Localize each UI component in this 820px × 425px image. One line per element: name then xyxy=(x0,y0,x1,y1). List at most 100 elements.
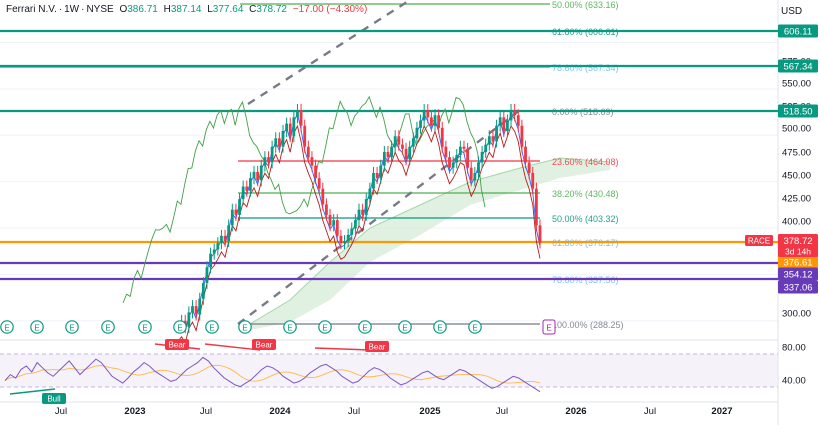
candle-body xyxy=(516,115,520,126)
candle-body xyxy=(205,267,209,284)
candle-body xyxy=(328,214,332,226)
candle-body xyxy=(477,162,480,173)
earnings-event-circle xyxy=(238,320,252,334)
candle-body xyxy=(256,171,260,181)
high-value: 387.14 xyxy=(170,4,202,15)
divergence-badge[interactable]: Bull xyxy=(42,393,66,404)
rsi-band xyxy=(0,354,778,387)
earnings-event-icon[interactable]: E xyxy=(30,320,44,334)
candle-body xyxy=(209,253,212,268)
earnings-event-icon[interactable]: E xyxy=(0,320,14,334)
divergence-badge[interactable]: Bear xyxy=(165,339,189,350)
time-axis-label: Jul xyxy=(348,406,360,417)
earnings-event-circle xyxy=(101,320,115,334)
price-axis-tick: 300.00 xyxy=(782,309,811,320)
price-level-badge[interactable]: 337.06 xyxy=(778,280,818,294)
candle-body xyxy=(325,204,328,215)
candle-body xyxy=(288,123,292,137)
candle-body xyxy=(419,120,422,128)
earnings-event-glyph: E xyxy=(4,324,9,333)
earnings-event-glyph: E xyxy=(209,324,214,333)
candle-body xyxy=(375,172,379,179)
time-axis-label: 2023 xyxy=(124,406,145,417)
candle-body xyxy=(390,146,393,158)
price-level-badge[interactable]: 567.34 xyxy=(778,59,818,73)
earnings-event-glyph: E xyxy=(437,324,442,333)
candle-body xyxy=(440,127,444,147)
divergence-line xyxy=(9,388,56,395)
candle-body xyxy=(538,225,542,243)
divergence-badge-bg xyxy=(42,393,66,404)
earnings-event-icon[interactable]: E xyxy=(138,320,152,334)
fib-level-label: 50.00% (403.32) xyxy=(552,214,619,224)
candle-body xyxy=(346,234,350,242)
candle-body xyxy=(241,186,245,200)
earnings-event-icon[interactable]: E xyxy=(173,320,187,334)
earnings-event-glyph: E xyxy=(322,324,327,333)
candle-body xyxy=(234,209,238,215)
candle-body xyxy=(430,117,433,126)
race-tag-label: RACE xyxy=(748,237,770,246)
candle-body xyxy=(484,144,488,152)
earnings-event-icon[interactable]: E xyxy=(398,320,412,334)
earnings-event-circle xyxy=(138,320,152,334)
candle-body xyxy=(259,165,263,181)
divergence-badge[interactable]: Bear xyxy=(365,341,389,352)
divergence-badge-label: Bear xyxy=(369,343,386,352)
price-level-badge[interactable]: 376.61 xyxy=(778,255,818,269)
divergence-badge[interactable]: Bear xyxy=(252,339,276,350)
price-level-badge-text: 354.12 xyxy=(783,270,812,281)
candle-body xyxy=(267,157,270,163)
fib-level-label: 23.60% (464.08) xyxy=(552,157,619,167)
trend-line-upper[interactable] xyxy=(247,0,411,106)
earnings-event-icon[interactable]: E xyxy=(433,320,447,334)
price-level-badge[interactable]: 354.12 xyxy=(778,267,818,281)
divergence-line xyxy=(314,347,371,351)
candle-body xyxy=(252,171,256,179)
candle-body xyxy=(520,125,524,147)
earnings-event-circle xyxy=(318,320,332,334)
price-level-badge[interactable]: 606.11 xyxy=(778,24,818,38)
candle-body xyxy=(314,165,317,179)
race-symbol-tag[interactable]: RACE xyxy=(745,235,773,246)
symbol-name[interactable]: Ferrari N.V. xyxy=(6,4,57,15)
race-tag-bg xyxy=(745,235,773,246)
earnings-event-circle xyxy=(398,320,412,334)
candle-body xyxy=(491,136,495,142)
earnings-event-glyph: E xyxy=(287,324,292,333)
candle-body xyxy=(451,162,455,168)
price-axis-tick: 450.00 xyxy=(782,171,811,182)
time-axis-label: 2025 xyxy=(419,406,441,417)
price-level-badge[interactable]: 518.50 xyxy=(778,104,818,118)
earnings-event-icon[interactable]: E xyxy=(468,320,482,334)
candle-body xyxy=(270,146,274,163)
earnings-event-glyph: E xyxy=(242,324,247,333)
divergence-badge-label: Bear xyxy=(169,341,186,350)
interval[interactable]: 1W xyxy=(64,4,80,15)
candle-body xyxy=(350,228,354,235)
candle-body xyxy=(469,167,473,181)
candle-body xyxy=(426,110,430,118)
currency-label: USD xyxy=(781,6,802,17)
price-level-badge-text: 606.11 xyxy=(784,27,812,38)
earnings-event-glyph: E xyxy=(105,324,110,333)
earnings-event-icon[interactable]: E xyxy=(65,320,79,334)
earnings-event-icon[interactable]: E xyxy=(101,320,115,334)
open-label: O xyxy=(119,4,128,15)
price-axis-tick: 400.00 xyxy=(782,217,811,228)
earnings-event-icon[interactable]: E xyxy=(205,320,219,334)
time-axis-label: Jul xyxy=(200,406,212,417)
earnings-event-icon[interactable]: E xyxy=(283,320,297,334)
earnings-upcoming-icon[interactable]: E xyxy=(542,319,556,335)
earnings-event-icon[interactable]: E xyxy=(238,320,252,334)
earnings-event-circle xyxy=(358,320,372,334)
time-axis-label: 2026 xyxy=(565,406,586,417)
open-value: 386.71 xyxy=(127,4,158,15)
earnings-event-icon[interactable]: E xyxy=(318,320,332,334)
candle-body xyxy=(212,249,216,254)
price-level-badge-text: 376.61 xyxy=(783,258,812,269)
earnings-event-icon[interactable]: E xyxy=(358,320,372,334)
fib-level-label: 50.00% (633.16) xyxy=(552,0,619,10)
